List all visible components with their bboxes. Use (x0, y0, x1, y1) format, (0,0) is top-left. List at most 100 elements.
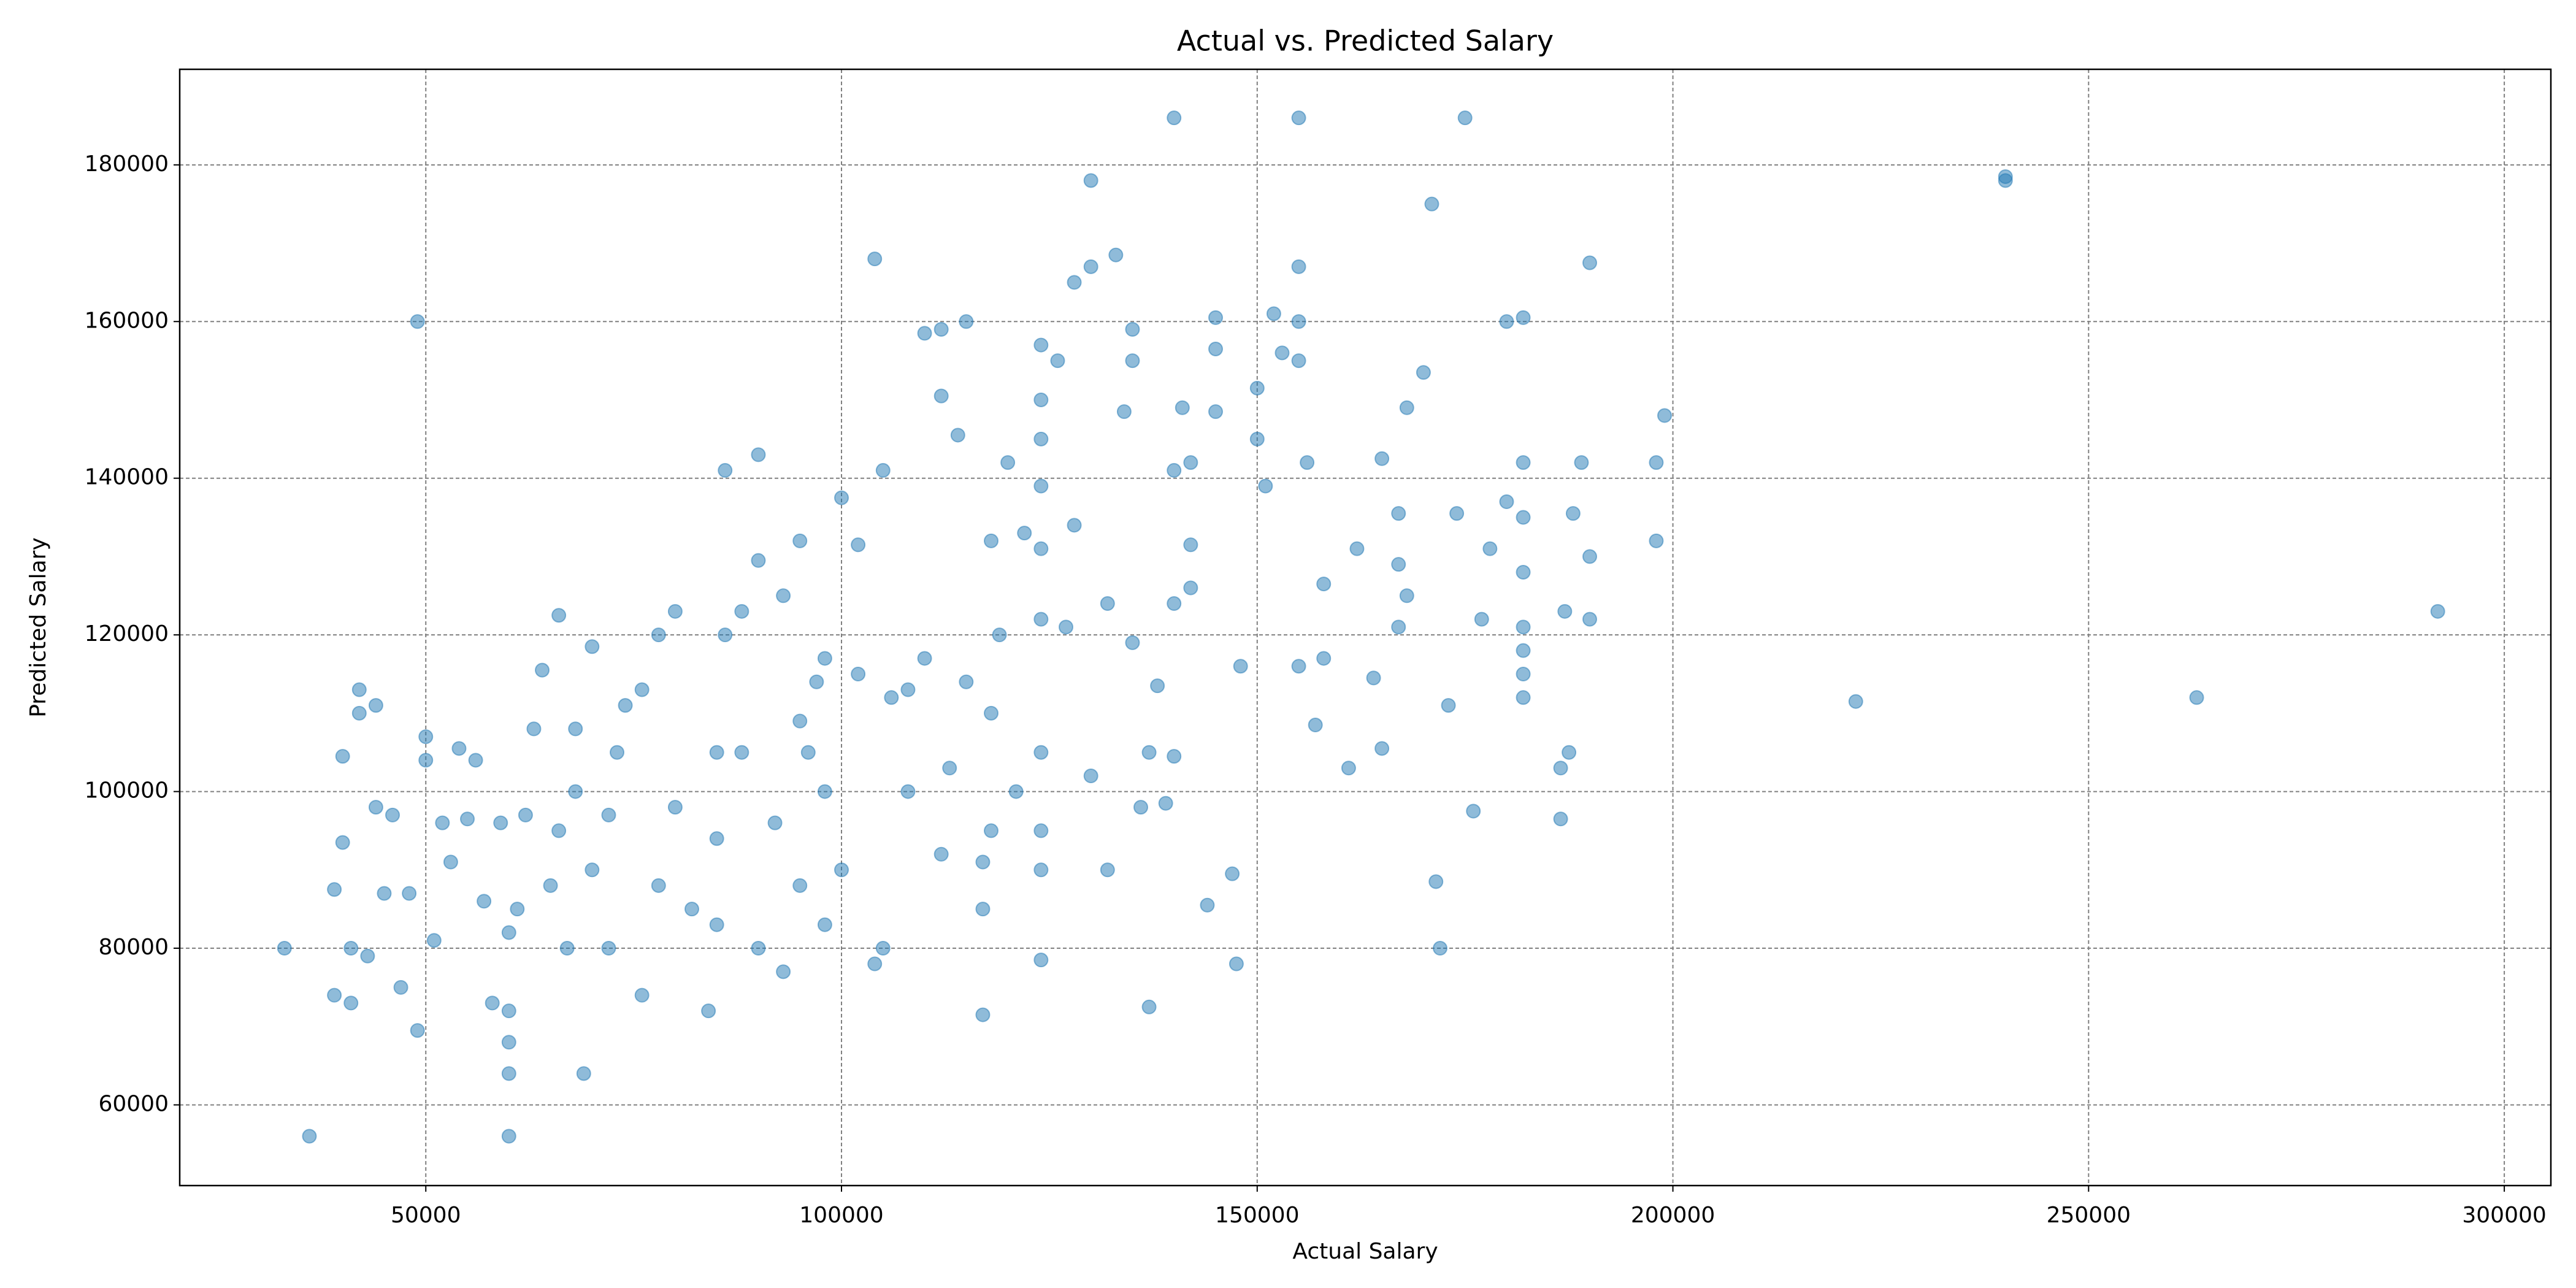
x-tick-label: 150000 (1215, 1203, 1299, 1228)
point (1125, 322, 1140, 337)
point (1499, 314, 1514, 329)
point (1516, 619, 1531, 635)
point (1017, 526, 1032, 541)
point (634, 987, 650, 1003)
point (1391, 506, 1406, 521)
point (368, 800, 383, 815)
point (1391, 557, 1406, 572)
point (368, 698, 383, 713)
point (435, 815, 450, 830)
point (526, 721, 542, 737)
point (1374, 451, 1390, 466)
point (1424, 196, 1439, 212)
point (1574, 455, 1589, 470)
point (1516, 564, 1531, 580)
point (418, 753, 434, 768)
point (1050, 353, 1065, 369)
point (1516, 666, 1531, 681)
point (426, 933, 442, 948)
point (1399, 588, 1414, 604)
point (1033, 611, 1049, 627)
point (568, 721, 583, 737)
point (959, 674, 974, 689)
point (585, 639, 600, 654)
point (651, 878, 666, 893)
point (959, 314, 974, 329)
point (1116, 404, 1132, 420)
point (684, 902, 700, 917)
point (792, 713, 808, 729)
point (1848, 694, 1863, 709)
point (501, 1066, 516, 1081)
point (1366, 670, 1381, 686)
point (1300, 455, 1315, 470)
point (335, 835, 350, 850)
point (1033, 337, 1049, 353)
point (501, 925, 516, 940)
point (933, 846, 949, 862)
point (327, 987, 342, 1003)
point (377, 886, 392, 901)
point (1108, 247, 1124, 263)
x-tick-label: 100000 (799, 1203, 883, 1228)
point (1167, 110, 1182, 126)
point (734, 604, 749, 619)
point (2189, 690, 2204, 705)
point (776, 964, 791, 979)
point (493, 815, 508, 830)
point (1167, 462, 1182, 478)
point (817, 784, 832, 799)
point (351, 682, 367, 697)
point (884, 690, 899, 705)
point (667, 604, 683, 619)
point (851, 666, 866, 681)
point (933, 322, 949, 337)
point (1516, 310, 1531, 325)
point (1562, 745, 1577, 760)
point (1399, 400, 1414, 415)
point (335, 749, 350, 764)
point (975, 902, 991, 917)
point (327, 882, 342, 897)
point (709, 917, 724, 932)
y-tick-label: 160000 (85, 308, 169, 333)
point (1499, 494, 1514, 510)
point (767, 815, 783, 830)
point (1158, 795, 1173, 811)
point (975, 854, 991, 870)
point (984, 705, 999, 721)
point (1033, 431, 1049, 447)
y-axis-label: Predicted Salary (26, 537, 51, 718)
point (1067, 275, 1082, 290)
point (1291, 353, 1306, 369)
point (1229, 956, 1244, 972)
point (1100, 596, 1115, 611)
point (1516, 510, 1531, 525)
point (1516, 690, 1531, 705)
point (1208, 341, 1224, 356)
point (2430, 604, 2445, 619)
point (1100, 862, 1115, 878)
y-tick-label: 120000 (85, 621, 169, 646)
point (302, 1129, 317, 1144)
point (1341, 761, 1356, 776)
point (1275, 345, 1290, 361)
x-tick-label: 50000 (391, 1203, 461, 1228)
point (1466, 803, 1481, 819)
point (1083, 173, 1098, 188)
point (718, 462, 733, 478)
point (1316, 577, 1332, 592)
point (1998, 173, 2013, 188)
point (950, 427, 965, 443)
point (1582, 255, 1597, 270)
point (1183, 580, 1198, 596)
point (443, 854, 458, 870)
point (701, 1003, 716, 1019)
point (984, 823, 999, 838)
point (817, 917, 832, 932)
point (933, 388, 949, 404)
point (1125, 635, 1140, 650)
point (1391, 619, 1406, 635)
point (1033, 745, 1049, 760)
point (984, 533, 999, 548)
